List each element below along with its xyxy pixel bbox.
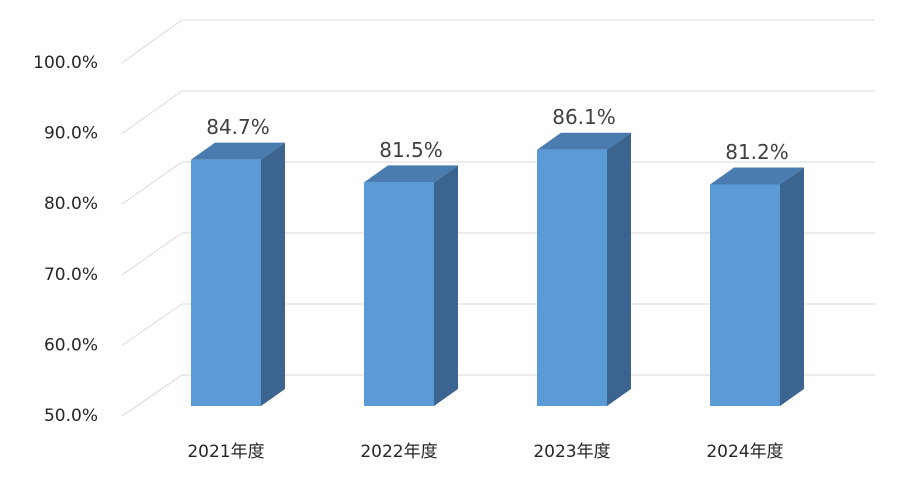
data-label: 81.5% [379, 138, 443, 162]
x-tick-label: 2021年度 [187, 442, 264, 462]
bar-side [780, 167, 804, 406]
data-label: 86.1% [552, 105, 616, 129]
grid-line [121, 303, 875, 346]
x-tick-label: 2024年度 [706, 442, 783, 462]
bar [537, 149, 607, 406]
grid-line [121, 232, 875, 276]
bar-side [261, 142, 285, 406]
grid-line [121, 161, 875, 205]
bar-side [607, 132, 631, 406]
bar-top [537, 132, 631, 150]
bar-side [434, 165, 458, 406]
y-tick-label: 50.0% [44, 406, 98, 426]
data-label: 81.2% [725, 140, 789, 164]
grid-line [121, 374, 875, 417]
x-tick-label: 2023年度 [533, 442, 610, 462]
grid-line [121, 90, 875, 135]
bar-top [191, 142, 285, 160]
bar [710, 184, 780, 406]
data-label: 84.7% [206, 115, 270, 139]
bar [364, 182, 434, 406]
bar [191, 159, 261, 406]
y-tick-label: 70.0% [44, 265, 98, 285]
y-tick-label: 90.0% [44, 124, 98, 144]
grid-line [121, 19, 875, 64]
bar-top [710, 167, 804, 185]
x-tick-label: 2022年度 [360, 442, 437, 462]
y-tick-label: 80.0% [44, 194, 98, 214]
y-tick-label: 100.0% [33, 53, 98, 73]
y-tick-label: 60.0% [44, 335, 98, 355]
bar-top [364, 165, 458, 183]
